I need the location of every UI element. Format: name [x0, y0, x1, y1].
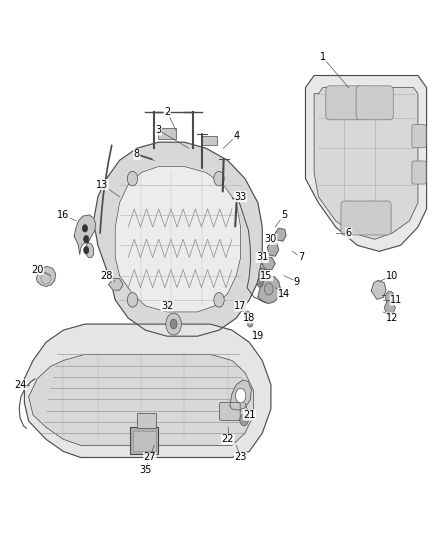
Circle shape	[170, 319, 177, 329]
Polygon shape	[314, 87, 418, 239]
Bar	[131, 427, 159, 455]
Circle shape	[247, 319, 253, 327]
Polygon shape	[371, 280, 386, 299]
Polygon shape	[262, 257, 275, 270]
Circle shape	[259, 268, 266, 277]
Text: 11: 11	[390, 295, 403, 305]
Text: 10: 10	[386, 271, 398, 280]
Polygon shape	[36, 266, 56, 287]
Circle shape	[127, 171, 138, 186]
Text: 33: 33	[234, 192, 247, 202]
Text: 8: 8	[134, 149, 140, 159]
Text: 13: 13	[96, 180, 108, 190]
Text: 28: 28	[100, 271, 113, 280]
Circle shape	[214, 293, 224, 307]
Polygon shape	[94, 142, 262, 336]
Text: 2: 2	[164, 107, 170, 117]
Circle shape	[84, 246, 89, 254]
FancyBboxPatch shape	[326, 86, 363, 120]
FancyBboxPatch shape	[219, 402, 240, 421]
Text: 21: 21	[243, 410, 255, 420]
Polygon shape	[29, 354, 254, 446]
Circle shape	[244, 311, 250, 319]
Polygon shape	[74, 215, 96, 257]
Bar	[159, 128, 176, 139]
Text: 31: 31	[256, 253, 268, 262]
Text: 6: 6	[346, 228, 352, 238]
FancyBboxPatch shape	[412, 125, 426, 148]
Text: 15: 15	[260, 271, 273, 280]
Text: 5: 5	[281, 210, 287, 220]
Text: 30: 30	[265, 234, 277, 244]
Text: 17: 17	[234, 301, 247, 311]
Text: 9: 9	[294, 277, 300, 287]
Bar	[202, 135, 217, 146]
Text: 18: 18	[243, 313, 255, 323]
Polygon shape	[275, 228, 286, 241]
Circle shape	[265, 283, 273, 295]
Text: 16: 16	[57, 210, 70, 220]
Circle shape	[240, 303, 246, 311]
Text: 4: 4	[233, 131, 239, 141]
Text: 24: 24	[14, 379, 26, 390]
Text: 20: 20	[31, 264, 43, 274]
Polygon shape	[268, 243, 279, 256]
Text: 22: 22	[221, 434, 234, 445]
Text: 12: 12	[386, 313, 398, 323]
Polygon shape	[25, 324, 271, 457]
FancyBboxPatch shape	[356, 86, 393, 120]
Circle shape	[240, 414, 248, 426]
Circle shape	[236, 389, 246, 403]
FancyBboxPatch shape	[341, 201, 391, 235]
Circle shape	[82, 225, 88, 232]
Circle shape	[166, 313, 181, 335]
Polygon shape	[305, 76, 427, 252]
Circle shape	[84, 236, 89, 243]
Text: 23: 23	[234, 453, 247, 463]
Text: 35: 35	[139, 465, 152, 474]
Text: 3: 3	[155, 125, 162, 135]
Polygon shape	[258, 277, 280, 303]
Polygon shape	[115, 166, 240, 312]
Text: 1: 1	[320, 52, 326, 62]
Text: 19: 19	[252, 331, 264, 341]
Circle shape	[214, 171, 224, 186]
FancyBboxPatch shape	[412, 161, 426, 184]
Text: 32: 32	[161, 301, 173, 311]
Polygon shape	[230, 380, 251, 410]
Text: 27: 27	[144, 453, 156, 463]
Bar	[137, 413, 156, 429]
Text: 7: 7	[298, 253, 304, 262]
Circle shape	[385, 292, 394, 303]
Text: 14: 14	[278, 289, 290, 299]
Bar	[133, 431, 156, 451]
Polygon shape	[109, 279, 123, 290]
Circle shape	[127, 293, 138, 307]
Circle shape	[257, 279, 263, 287]
